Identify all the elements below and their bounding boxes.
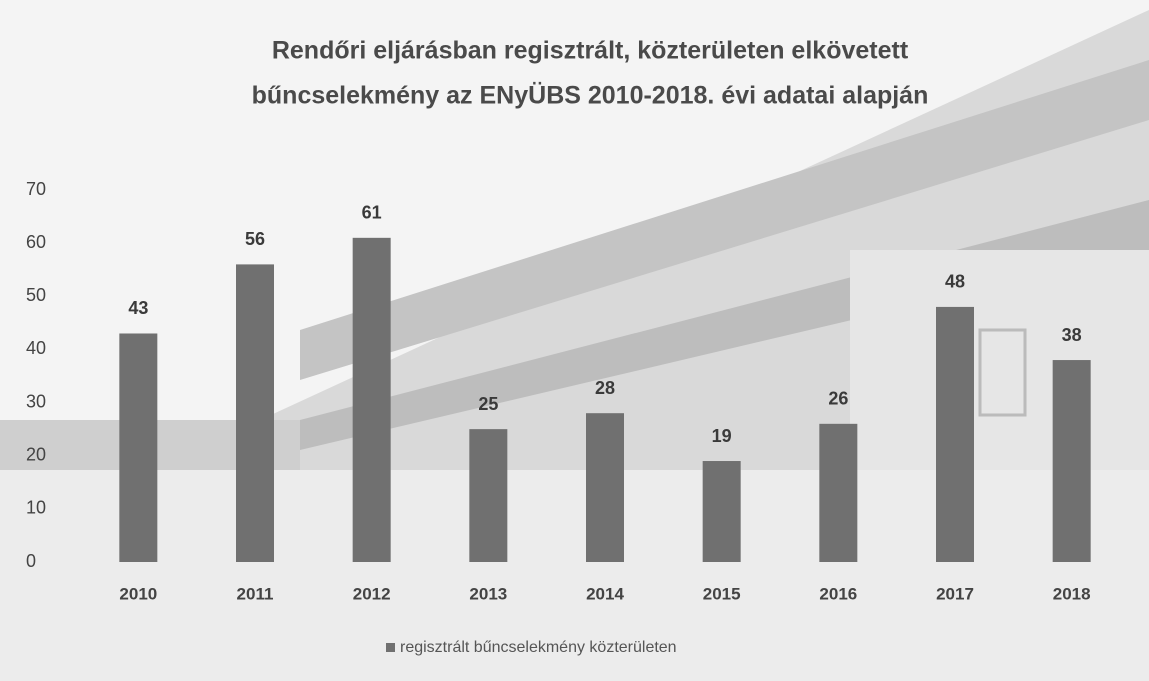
x-tick-label: 2016 xyxy=(819,584,857,603)
chart: Rendőri eljárásban regisztrált, közterül… xyxy=(0,0,1149,681)
chart-title: bűncselekmény az ENyÜBS 2010-2018. évi a… xyxy=(252,81,929,110)
x-tick-label: 2012 xyxy=(353,584,391,603)
value-label: 28 xyxy=(595,378,615,398)
bar xyxy=(353,238,391,562)
bar xyxy=(469,429,507,562)
legend-swatch xyxy=(386,643,395,652)
bar xyxy=(236,264,274,562)
value-label: 38 xyxy=(1062,325,1082,345)
value-label: 48 xyxy=(945,272,965,292)
chart-title: Rendőri eljárásban regisztrált, közterül… xyxy=(272,37,909,65)
value-label: 61 xyxy=(362,203,382,223)
value-label: 19 xyxy=(712,426,732,446)
y-tick-label: 50 xyxy=(26,285,46,305)
y-tick-label: 60 xyxy=(26,232,46,252)
legend-label: regisztrált bűncselekmény közterületen xyxy=(400,639,677,656)
x-tick-label: 2014 xyxy=(586,584,624,603)
value-label: 43 xyxy=(128,298,148,318)
y-tick-label: 20 xyxy=(26,444,46,464)
bar xyxy=(119,333,157,562)
x-tick-label: 2018 xyxy=(1053,584,1091,603)
x-tick-label: 2015 xyxy=(703,584,741,603)
value-label: 56 xyxy=(245,229,265,249)
value-label: 26 xyxy=(828,389,848,409)
bar xyxy=(819,424,857,562)
y-tick-label: 70 xyxy=(26,179,46,199)
y-tick-label: 0 xyxy=(26,551,36,571)
y-tick-label: 10 xyxy=(26,498,46,518)
value-label: 25 xyxy=(478,394,498,414)
bar xyxy=(936,307,974,562)
x-tick-label: 2017 xyxy=(936,584,974,603)
x-tick-label: 2013 xyxy=(469,584,507,603)
bar xyxy=(703,461,741,562)
x-tick-label: 2011 xyxy=(237,584,274,603)
y-tick-label: 30 xyxy=(26,391,46,411)
x-tick-label: 2010 xyxy=(119,584,157,603)
bar xyxy=(1053,360,1091,562)
y-tick-label: 40 xyxy=(26,338,46,358)
bar xyxy=(586,413,624,562)
